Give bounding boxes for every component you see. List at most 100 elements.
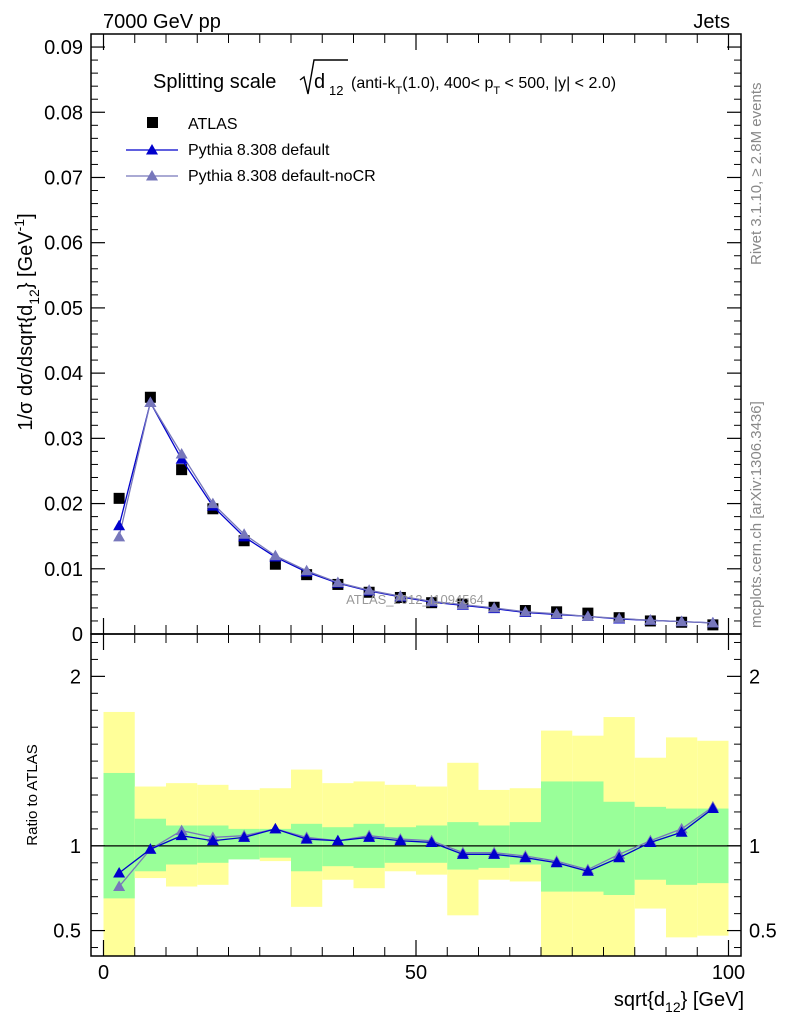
legend-atlas-label: ATLAS	[188, 116, 238, 133]
mc-series-point	[113, 519, 126, 531]
ratio-series-point	[331, 834, 344, 846]
ratio-series-point	[519, 851, 532, 863]
title-jet-def: (anti-kT(1.0), 400< pT < 500, |y| < 2.0)	[351, 75, 616, 97]
mc-series-point	[425, 595, 438, 606]
mc-series-point	[675, 615, 688, 627]
header-jets-label: Jets	[693, 11, 730, 33]
x-axis-label: sqrt{d12} [GeV]	[614, 989, 744, 1015]
main-plot-content	[113, 391, 719, 631]
ratio-series-point	[675, 826, 688, 837]
mc-series-point	[113, 530, 126, 542]
atlas-data-point	[269, 558, 281, 570]
mc-series-line	[118, 400, 713, 624]
inner-uncertainty-band	[259, 828, 291, 858]
ratio-y-tick-label: 2	[70, 666, 81, 688]
ratio-series-point	[581, 865, 594, 876]
ratio-axis-ticks: 0.5 0.5 1 1 2 2	[53, 634, 777, 956]
ratio-y-tick-label: 0.5	[749, 921, 777, 943]
ratio-series-point	[175, 829, 188, 841]
title-d-sub: 12	[329, 83, 343, 98]
ratio-series-point	[550, 856, 563, 868]
legend-atlas-marker	[147, 117, 158, 128]
plot-title: Splitting scale d 12 (anti-kT(1.0), 400<…	[153, 59, 616, 98]
main-y-tick-label: 0.02	[44, 494, 83, 516]
mc-series-point	[144, 396, 157, 407]
atlas-data-point	[176, 464, 188, 476]
ratio-series-point	[300, 833, 313, 844]
main-y-tick-label: 0.05	[44, 298, 83, 320]
ratio-plot-content	[91, 711, 741, 956]
mc-series-point	[519, 605, 532, 617]
inner-uncertainty-band	[322, 827, 354, 867]
ratio-series-point	[644, 836, 657, 847]
ratio-series-point	[113, 880, 126, 892]
ratio-series-point	[425, 836, 438, 847]
main-y-tick-label: 0.09	[44, 37, 83, 59]
mc-series-point	[394, 590, 407, 601]
inner-uncertainty-band	[103, 772, 135, 899]
ratio-y-axis-label: Ratio to ATLAS	[24, 744, 41, 845]
sqrt-sign	[299, 59, 348, 95]
main-y-tick-label: 0.04	[44, 363, 83, 385]
mcplots-label: mcplots.cern.ch [arXiv:1306.3436]	[748, 401, 765, 628]
mc-series-point	[706, 616, 719, 628]
mc-series-point	[550, 607, 563, 619]
analysis-watermark: ATLAS_2012_I1094564	[346, 592, 484, 607]
legend-nocr-marker	[146, 170, 158, 181]
ratio-series-point	[456, 848, 469, 859]
ratio-series-point	[206, 834, 219, 846]
ratio-series-point	[113, 866, 126, 878]
legend-default-label: Pythia 8.308 default	[188, 142, 330, 159]
legend-nocr-label: Pythia 8.308 default-noCR	[188, 168, 376, 185]
main-y-tick-label: 0	[72, 624, 83, 646]
ratio-series-point	[269, 822, 282, 834]
mc-series-point	[581, 610, 594, 621]
ratio-series-point	[394, 834, 407, 846]
inner-uncertainty-band	[666, 808, 698, 885]
mc-series-point	[488, 601, 501, 613]
legend-default-marker	[146, 144, 158, 155]
ratio-series-point	[706, 802, 719, 814]
rivet-version-label: Rivet 3.1.10, ≥ 2.8M events	[748, 83, 765, 266]
legend: ATLAS Pythia 8.308 default Pythia 8.308 …	[126, 116, 376, 185]
header-energy-label: 7000 GeV pp	[103, 11, 221, 33]
ratio-series-point	[363, 831, 376, 842]
mc-series-point	[363, 584, 376, 595]
title-d: d	[314, 71, 325, 93]
ratio-series-point	[238, 831, 251, 842]
x-tick-labels: 0 50 100	[98, 962, 745, 984]
mc-series-point	[269, 549, 282, 561]
main-panel: ATLAS_2012_I1094564 0 0.01 0.02 0.03 0.04 0.0…	[44, 33, 742, 646]
mc-series-point	[456, 598, 469, 610]
main-axis-ticks: 0 0.01 0.02 0.03 0.04 0.05 0.06 0.07 0.08 0.09	[44, 34, 741, 646]
inner-uncertainty-band	[291, 823, 323, 872]
main-y-tick-label: 0.07	[44, 167, 83, 189]
main-y-tick-label: 0.03	[44, 428, 83, 450]
atlas-data-point	[113, 492, 125, 504]
x-tick-label: 50	[405, 962, 427, 984]
mc-series-point	[644, 614, 657, 625]
ratio-y-tick-label: 0.5	[53, 921, 81, 943]
mc-series-point	[206, 497, 219, 509]
main-y-tick-label: 0.08	[44, 102, 83, 124]
main-y-tick-label: 0.01	[44, 559, 83, 581]
mc-series-point	[331, 576, 344, 587]
ratio-y-tick-label: 1	[749, 836, 760, 858]
ratio-series-point	[144, 843, 157, 854]
main-y-tick-label: 0.06	[44, 233, 83, 255]
mc-series-point	[613, 612, 626, 623]
ratio-panel: 0.5 0.5 1 1 2 2	[53, 633, 777, 957]
ratio-y-tick-label: 1	[70, 836, 81, 858]
ratio-series-point	[613, 851, 626, 863]
ratio-series-point	[488, 848, 501, 859]
ratio-series-line	[118, 806, 714, 887]
ratio-series-line	[118, 808, 714, 874]
mc-series-point	[238, 528, 251, 539]
inner-uncertainty-band	[541, 781, 573, 892]
title-prefix: Splitting scale	[153, 71, 276, 93]
x-tick-label: 100	[712, 962, 745, 984]
mc-series-point	[175, 448, 188, 459]
x-tick-label: 0	[98, 962, 109, 984]
main-y-axis-label: 1/σ dσ/dsqrt{d12} [GeV-1]	[11, 213, 42, 430]
ratio-y-tick-label: 2	[749, 666, 760, 688]
